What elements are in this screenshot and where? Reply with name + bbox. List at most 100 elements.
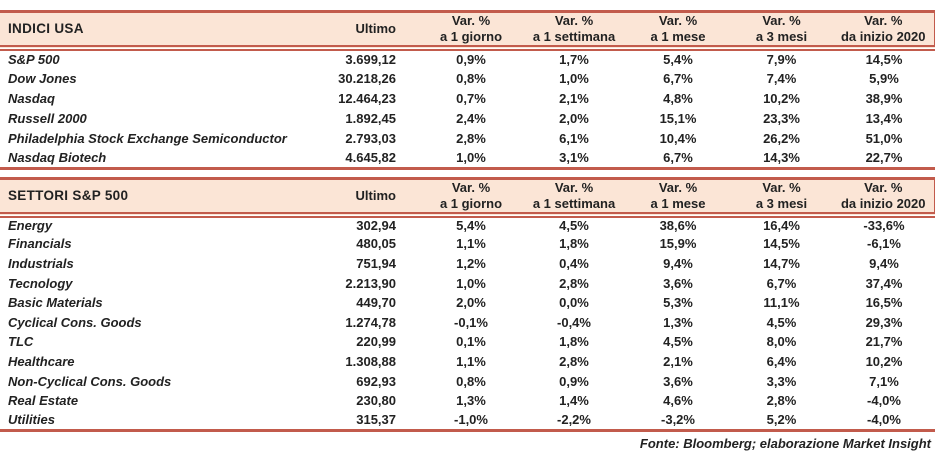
var-label: Var. % xyxy=(762,179,801,195)
row-ultimo: 4.645,82 xyxy=(330,148,420,170)
row-var-2: 4,5% xyxy=(663,334,693,350)
row-var-1: 1,8% xyxy=(559,334,589,350)
source-note: Fonte: Bloomberg; elaborazione Market In… xyxy=(639,435,931,451)
table-row: Philadelphia Stock Exchange Semiconducto… xyxy=(0,128,935,148)
row-name: Nasdaq Biotech xyxy=(0,148,330,170)
row-var-3: 8,0% xyxy=(766,334,797,350)
table-separator xyxy=(0,170,935,177)
row-name: Non-Cyclical Cons. Goods xyxy=(8,373,172,389)
row-var-3: 6,4% xyxy=(766,353,797,369)
settori-sp500-table: SETTORI S&P 500 Ultimo Var. % a 1 giorno… xyxy=(0,176,935,432)
row-var-4: -4,0% xyxy=(867,393,901,409)
column-header-var-3-mesi: Var. % a 3 mesi xyxy=(730,10,833,51)
row-var-3: 3,3% xyxy=(766,373,797,389)
period-label: da inizio 2020 xyxy=(840,195,926,211)
row-var-4: 5,9% xyxy=(869,70,899,86)
row-var-2: 6,7% xyxy=(626,148,730,170)
row-var-0: 5,4% xyxy=(456,218,486,234)
table-row: Tecnology 2.213,90 1,0% 2,8% 3,6% 6,7% 37,4% xyxy=(0,273,935,293)
table-row: Healthcare 1.308,88 1,1% 2,8% 2,1% 6,4% 10,2% xyxy=(0,352,935,372)
row-name: Basic Materials xyxy=(8,295,103,311)
row-var-4: 37,4% xyxy=(865,275,903,291)
indici-usa-body: S&P 500 3.699,12 0,9% 1,7% 5,4% 7,9% 14,5% Dow … xyxy=(0,48,935,170)
row-var-4: 51,0% xyxy=(865,130,903,146)
row-ultimo: 1.892,45 xyxy=(345,110,396,126)
indici-usa-table: INDICI USA Ultimo Var. % a 1 giorno Var.… xyxy=(0,10,935,170)
row-var-1: 1,8% xyxy=(559,236,589,252)
period-label: a 1 settimana xyxy=(532,29,616,44)
row-name: Nasdaq xyxy=(8,90,55,106)
row-var-0: 2,8% xyxy=(456,130,486,146)
row-var-2: 3,6% xyxy=(663,373,693,389)
row-var-0: 1,2% xyxy=(456,255,486,271)
row-var-0: 1,0% xyxy=(420,148,522,170)
row-var-2: 5,3% xyxy=(663,295,693,311)
row-var-2: 15,1% xyxy=(659,110,697,126)
row-ultimo: 220,99 xyxy=(356,334,396,350)
row-var-1: -0,4% xyxy=(557,314,591,330)
row-ultimo: 3.699,12 xyxy=(345,52,396,67)
row-var-4: 29,3% xyxy=(865,314,903,330)
row-ultimo: 302,94 xyxy=(356,218,396,234)
period-label: a 1 giorno xyxy=(439,195,503,211)
row-name: Dow Jones xyxy=(8,70,77,86)
row-var-2: 2,1% xyxy=(663,353,693,369)
row-var-1: 4,5% xyxy=(559,218,589,234)
row-var-0: 1,1% xyxy=(456,236,486,252)
column-header-var-3-mesi: Var. % a 3 mesi xyxy=(730,176,833,218)
row-var-0: -1,0% xyxy=(420,410,522,432)
row-ultimo: 1.274,78 xyxy=(345,314,396,330)
row-var-1: 2,0% xyxy=(559,110,589,126)
var-label: Var. % xyxy=(762,13,801,28)
row-var-4: 9,4% xyxy=(869,255,899,271)
table-title: SETTORI S&P 500 xyxy=(0,176,330,218)
column-header-var-1-giorno: Var. % a 1 giorno xyxy=(420,176,522,218)
row-var-2: 10,4% xyxy=(659,130,697,146)
row-ultimo: 480,05 xyxy=(356,236,396,252)
row-ultimo: 12.464,23 xyxy=(338,90,396,106)
table-row: TLC 220,99 0,1% 1,8% 4,5% 8,0% 21,7% xyxy=(0,332,935,352)
row-var-3: 2,8% xyxy=(766,393,797,409)
column-header-var-1-mese: Var. % a 1 mese xyxy=(626,176,730,218)
row-var-1: 3,1% xyxy=(522,148,626,170)
var-label: Var. % xyxy=(864,13,903,28)
table-row: Real Estate 230,80 1,3% 1,4% 4,6% 2,8% -4,0% xyxy=(0,391,935,411)
row-var-3: 10,2% xyxy=(763,90,800,106)
table-row: Dow Jones 30.218,26 0,8% 1,0% 6,7% 7,4% 5,9% xyxy=(0,68,935,88)
row-var-4: 16,5% xyxy=(865,295,903,311)
row-var-0: 0,8% xyxy=(456,70,486,86)
column-header-ultimo: Ultimo xyxy=(330,10,420,51)
row-var-4: 38,9% xyxy=(865,90,903,106)
table-row: Industrials 751,94 1,2% 0,4% 9,4% 14,7% 9,4% xyxy=(0,254,935,274)
row-var-2: 1,3% xyxy=(663,314,693,330)
row-ultimo: 30.218,26 xyxy=(338,70,396,86)
table-row: Nasdaq 12.464,23 0,7% 2,1% 4,8% 10,2% 38,9% xyxy=(0,88,935,108)
row-name: Utilities xyxy=(0,410,330,432)
var-label: Var. % xyxy=(864,179,903,195)
row-name: Real Estate xyxy=(8,393,79,409)
row-var-1: 0,0% xyxy=(559,295,589,311)
row-name: Russell 2000 xyxy=(8,110,87,126)
row-var-4: 7,1% xyxy=(869,373,899,389)
column-header-var-inizio-2020: Var. % da inizio 2020 xyxy=(833,176,935,218)
var-label: Var. % xyxy=(451,179,491,195)
row-var-2: 15,9% xyxy=(659,236,697,252)
row-var-1: 1,4% xyxy=(559,393,589,409)
row-var-1: 0,4% xyxy=(559,255,589,271)
row-var-3: 4,5% xyxy=(766,314,797,330)
row-var-3: 14,5% xyxy=(763,236,800,252)
row-var-2: 5,4% xyxy=(663,52,693,67)
row-var-2: 4,6% xyxy=(663,393,693,409)
row-name: Cyclical Cons. Goods xyxy=(8,314,142,330)
row-var-1: 2,1% xyxy=(559,90,589,106)
period-label: a 3 mesi xyxy=(755,29,808,44)
row-var-3: 14,3% xyxy=(730,148,833,170)
column-header-var-1-giorno: Var. % a 1 giorno xyxy=(420,10,522,51)
row-var-0: 1,1% xyxy=(456,353,486,369)
row-var-0: 0,1% xyxy=(456,334,486,350)
row-var-0: 1,3% xyxy=(456,393,486,409)
row-var-3: 23,3% xyxy=(763,110,800,126)
row-var-4: -6,1% xyxy=(867,236,901,252)
period-label: a 1 mese xyxy=(650,195,706,211)
indici-usa-header: INDICI USA Ultimo Var. % a 1 giorno Var.… xyxy=(0,10,935,51)
